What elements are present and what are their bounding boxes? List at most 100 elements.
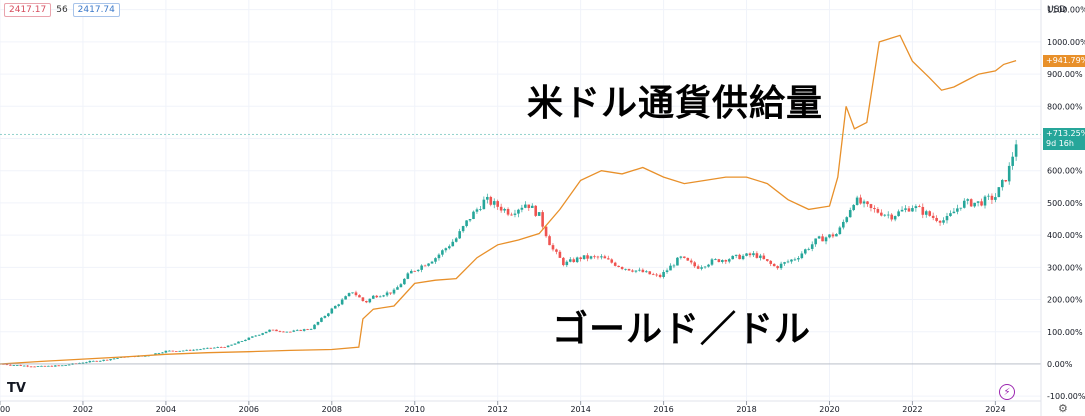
candle-body bbox=[230, 344, 233, 346]
flash-icon[interactable]: ⚡ bbox=[999, 384, 1015, 400]
tradingview-logo-icon[interactable]: TV bbox=[7, 381, 26, 396]
candle-body bbox=[416, 269, 420, 271]
candle-body bbox=[714, 259, 717, 261]
x-tick-label: 2000 bbox=[0, 405, 10, 414]
candle-body bbox=[683, 256, 686, 258]
ask-price[interactable]: 2417.74 bbox=[72, 3, 120, 17]
candle-body bbox=[233, 343, 237, 345]
candle-body bbox=[50, 365, 54, 367]
candle-body bbox=[251, 336, 254, 338]
candle-body bbox=[800, 253, 804, 259]
candle-body bbox=[85, 362, 88, 364]
candle-body bbox=[762, 255, 766, 260]
candle-body bbox=[285, 331, 289, 333]
candle-body bbox=[513, 213, 517, 215]
candle-body bbox=[47, 365, 50, 367]
candle-body bbox=[631, 270, 634, 272]
candle-body bbox=[22, 365, 26, 367]
candle-body bbox=[651, 274, 655, 276]
candle-body bbox=[437, 254, 441, 259]
candle-body bbox=[427, 263, 430, 266]
candle-body bbox=[942, 220, 945, 223]
candle-body bbox=[983, 196, 987, 206]
candle-body bbox=[479, 209, 482, 210]
candle-body bbox=[848, 210, 852, 218]
x-tick-label: 2016 bbox=[653, 405, 673, 414]
candle-body bbox=[202, 348, 206, 350]
gold-pct-value: +713.25% bbox=[1046, 129, 1085, 139]
candle-body bbox=[19, 365, 23, 366]
candle-body bbox=[472, 211, 475, 219]
candle-body bbox=[769, 260, 773, 264]
candle-body bbox=[40, 365, 43, 367]
candle-body bbox=[1000, 180, 1004, 188]
candle-body bbox=[793, 259, 797, 261]
candle-body bbox=[499, 206, 503, 211]
candle-body bbox=[371, 295, 375, 299]
candle-body bbox=[444, 248, 448, 251]
candle-body bbox=[468, 218, 472, 221]
bid-price[interactable]: 2417.17 bbox=[4, 3, 52, 17]
candle-body bbox=[26, 365, 29, 367]
y-tick-label: 300.00% bbox=[1047, 263, 1083, 272]
candle-body bbox=[316, 321, 320, 325]
candle-body bbox=[57, 365, 61, 367]
candle-body bbox=[645, 271, 648, 273]
candle-body bbox=[506, 209, 510, 215]
y-tick-label: -100.00% bbox=[1047, 392, 1085, 401]
currency-label[interactable]: USD bbox=[1047, 5, 1067, 15]
time-axis[interactable]: 2000 2002 2004 2006 2008 2010 2012 2014 2016 2018… bbox=[0, 401, 1006, 414]
candle-body bbox=[510, 214, 513, 216]
candle-body bbox=[738, 254, 741, 260]
candle-body bbox=[987, 195, 990, 197]
candle-body bbox=[53, 365, 57, 367]
price-toolbar: 2417.17 56 2417.74 bbox=[4, 3, 120, 17]
candle-body bbox=[824, 237, 828, 242]
candle-body bbox=[448, 246, 451, 249]
candle-body bbox=[292, 330, 296, 332]
candle-body bbox=[655, 274, 658, 276]
candle-body bbox=[109, 359, 112, 361]
candle-body bbox=[302, 329, 306, 331]
candle-body bbox=[333, 305, 337, 309]
candle-body bbox=[188, 349, 192, 351]
candle-body bbox=[351, 292, 354, 294]
candle-body bbox=[161, 352, 164, 354]
candle-body bbox=[969, 199, 973, 207]
candle-body bbox=[897, 211, 900, 217]
candle-body bbox=[530, 205, 534, 208]
candle-body bbox=[330, 308, 334, 314]
candle-body bbox=[627, 268, 631, 271]
candle-body bbox=[845, 217, 849, 222]
candle-body bbox=[358, 295, 361, 298]
candle-body bbox=[257, 334, 261, 336]
candle-body bbox=[624, 268, 627, 270]
y-tick-label: 600.00% bbox=[1047, 167, 1083, 176]
candle-body bbox=[209, 347, 213, 349]
candle-body bbox=[707, 264, 710, 267]
candle-body bbox=[862, 201, 866, 204]
candle-body bbox=[994, 197, 997, 200]
candle-body bbox=[289, 331, 292, 333]
candle-body bbox=[237, 341, 240, 344]
candle-body bbox=[458, 231, 461, 239]
candle-body bbox=[676, 257, 679, 266]
x-tick-label: 2024 bbox=[985, 405, 1005, 414]
candle-body bbox=[67, 364, 71, 366]
candle-body bbox=[893, 216, 897, 220]
candle-body bbox=[105, 359, 109, 361]
candle-body bbox=[275, 329, 278, 332]
gear-icon[interactable]: ⚙ bbox=[1058, 402, 1068, 415]
candle-body bbox=[589, 256, 593, 259]
candle-body bbox=[309, 329, 313, 330]
candle-body bbox=[278, 331, 282, 332]
candle-body bbox=[852, 204, 855, 211]
candle-body bbox=[568, 259, 572, 262]
candle-body bbox=[320, 317, 323, 322]
candle-body bbox=[772, 263, 776, 267]
candle-body bbox=[340, 299, 344, 305]
candle-body bbox=[938, 220, 942, 223]
y-tick-label: 200.00% bbox=[1047, 296, 1083, 305]
candle-body bbox=[12, 365, 16, 366]
